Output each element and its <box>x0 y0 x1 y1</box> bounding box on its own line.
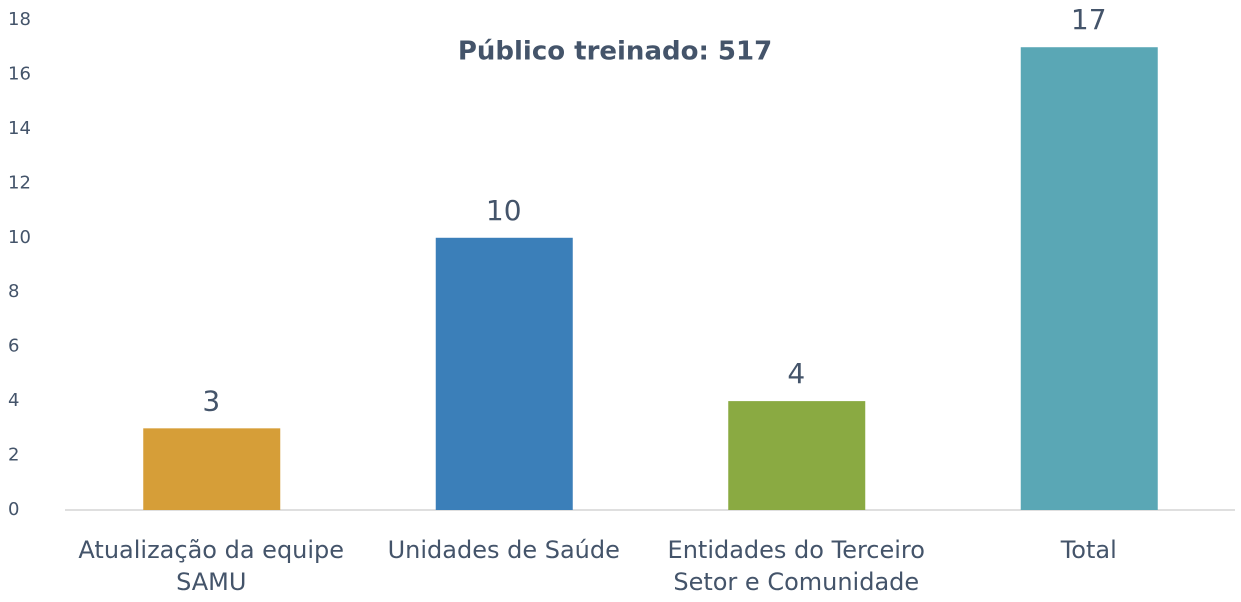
y-tick-label: 16 <box>8 63 31 84</box>
y-tick-label: 0 <box>8 499 19 520</box>
bar <box>728 401 866 510</box>
y-tick-label: 14 <box>8 118 31 139</box>
y-tick-label: 4 <box>8 390 19 411</box>
x-tick-label: Atualização da equipe SAMU <box>78 536 345 596</box>
bar <box>143 428 281 510</box>
y-tick-label: 12 <box>8 172 31 193</box>
y-tick-label: 18 <box>8 9 31 30</box>
value-label: 10 <box>486 194 522 227</box>
y-tick-label: 10 <box>8 227 31 248</box>
chart-title: Público treinado: 517 <box>458 37 772 67</box>
y-tick-label: 2 <box>8 445 19 466</box>
y-tick-label: 8 <box>8 281 19 302</box>
value-label: 3 <box>202 384 220 417</box>
bar <box>1020 47 1158 510</box>
value-label: 4 <box>787 357 805 390</box>
x-tick-label: Total <box>1060 536 1117 564</box>
bar <box>435 237 573 510</box>
x-tick-label: Unidades de Saúde <box>387 536 620 564</box>
value-label: 17 <box>1071 3 1107 36</box>
y-tick-label: 6 <box>8 336 19 357</box>
x-tick-label: Entidades do Terceiro Setor e Comunidade <box>667 536 925 596</box>
